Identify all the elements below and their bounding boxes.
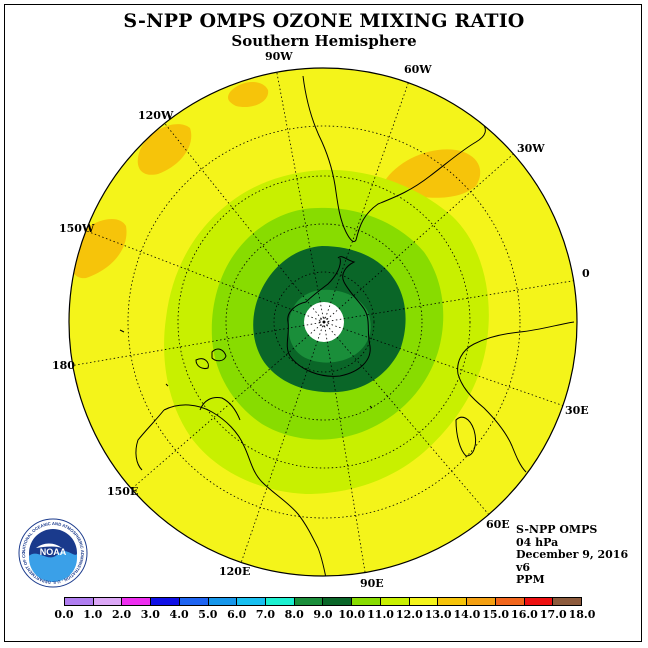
lon-label-60e: 60E bbox=[486, 518, 510, 531]
colorbar-tick-label: 7.0 bbox=[255, 608, 276, 621]
colorbar-tick-label: 18.0 bbox=[568, 608, 596, 621]
noaa-logo: NOAA NATIONAL OCEANIC AND ATMOSPHERIC AD… bbox=[18, 518, 88, 588]
colorbar-swatch bbox=[438, 598, 468, 605]
noaa-logo-text: NOAA bbox=[40, 547, 67, 557]
colorbar-tick-label: 10.0 bbox=[338, 608, 366, 621]
map-field bbox=[69, 68, 577, 576]
colorbar-swatch bbox=[524, 598, 554, 605]
colorbar-swatch bbox=[553, 598, 581, 605]
info-level: 04 hPa bbox=[516, 535, 559, 549]
lon-label-120e: 120E bbox=[219, 565, 250, 578]
colorbar bbox=[64, 597, 582, 606]
colorbar-swatch bbox=[151, 598, 180, 605]
colorbar-tick-label: 1.0 bbox=[83, 608, 103, 621]
field-orange-patch bbox=[137, 124, 192, 175]
colorbar-swatch bbox=[409, 598, 439, 605]
lon-label-30w: 30W bbox=[517, 142, 545, 155]
colorbar-swatch bbox=[495, 598, 525, 605]
lon-label-180: 180 bbox=[52, 359, 75, 372]
lon-label-60w: 60W bbox=[404, 63, 432, 76]
info-date: December 9, 2016 bbox=[516, 548, 629, 561]
colorbar-swatch bbox=[93, 598, 123, 605]
colorbar-ticks: 0.0 1.0 2.0 3.0 4.0 5.0 6.0 7.0 8.0 9.0 10.0 11.0 12… bbox=[54, 608, 595, 622]
lon-label-150e: 150E bbox=[107, 485, 138, 498]
longitude-labels: 90W 60W 30W 0 30E 60E 90E 120E 150E 180 … bbox=[52, 50, 590, 590]
colorbar-tick-label: 12.0 bbox=[395, 608, 423, 621]
colorbar-tick-label: 0.0 bbox=[54, 608, 74, 621]
lon-label-150w: 150W bbox=[59, 222, 95, 235]
lon-label-0: 0 bbox=[582, 267, 590, 280]
map-boundary bbox=[68, 67, 578, 577]
field-orange-patch bbox=[228, 81, 269, 108]
colorbar-tick-label: 15.0 bbox=[482, 608, 510, 621]
info-units: PPM bbox=[516, 573, 545, 586]
colorbar-swatch bbox=[122, 598, 152, 605]
info-version: v6 bbox=[516, 560, 531, 574]
colorbar-tick-label: 5.0 bbox=[198, 608, 218, 621]
colorbar-tick-label: 17.0 bbox=[539, 608, 567, 621]
colorbar-tick-label: 4.0 bbox=[169, 608, 189, 621]
figure-frame bbox=[4, 4, 642, 642]
info-instrument: S-NPP OMPS bbox=[516, 523, 598, 536]
lon-label-90e: 90E bbox=[360, 577, 384, 590]
colorbar-swatch bbox=[208, 598, 238, 605]
colorbar-swatch bbox=[467, 598, 496, 605]
colorbar-swatch bbox=[237, 598, 267, 605]
colorbar-swatch bbox=[179, 598, 209, 605]
meridians bbox=[69, 68, 577, 576]
colorbar-tick-label: 9.0 bbox=[313, 608, 333, 621]
colorbar-tick-label: 13.0 bbox=[424, 608, 452, 621]
colorbar-tick-label: 3.0 bbox=[140, 608, 160, 621]
field-orange-patch bbox=[383, 149, 481, 198]
colorbar-tick-label: 6.0 bbox=[227, 608, 247, 621]
map-subtitle: Southern Hemisphere bbox=[231, 32, 417, 50]
colorbar-tick-label: 16.0 bbox=[511, 608, 538, 621]
colorbar-tick-label: 8.0 bbox=[284, 608, 304, 621]
latitude-circles bbox=[127, 125, 521, 519]
colorbar-swatch bbox=[352, 598, 381, 605]
colorbar-tick-label: 2.0 bbox=[111, 608, 132, 621]
colorbar-swatch bbox=[65, 598, 94, 605]
colorbar-tick-label: 14.0 bbox=[453, 608, 481, 621]
lon-label-90w: 90W bbox=[265, 50, 293, 63]
info-block: S-NPP OMPS 04 hPa December 9, 2016 v6 PP… bbox=[516, 523, 629, 587]
colorbar-swatch bbox=[380, 598, 410, 605]
lon-label-30e: 30E bbox=[565, 404, 589, 417]
map-title: S-NPP OMPS OZONE MIXING RATIO bbox=[123, 10, 525, 32]
colorbar-tick-label: 11.0 bbox=[367, 608, 394, 621]
colorbar-swatch bbox=[266, 598, 295, 605]
colorbar-swatch bbox=[294, 598, 324, 605]
lon-label-120w: 120W bbox=[138, 109, 174, 122]
colorbar-swatch bbox=[323, 598, 353, 605]
polar-center bbox=[319, 317, 329, 327]
